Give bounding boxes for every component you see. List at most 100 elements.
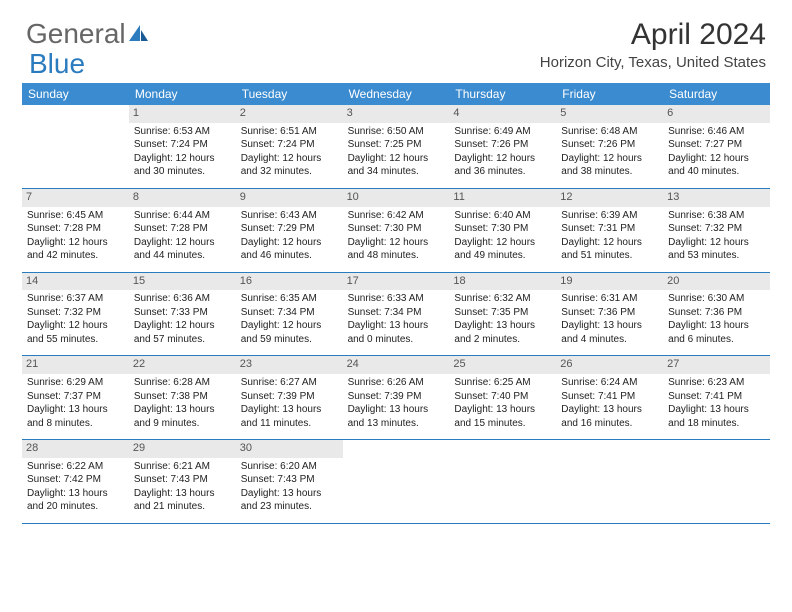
daylight-text: and 20 minutes. — [27, 501, 124, 514]
daylight-text: Daylight: 13 hours — [454, 404, 551, 417]
daylight-text: and 34 minutes. — [348, 166, 445, 179]
day-number: 8 — [129, 189, 236, 207]
sunrise-text: Sunrise: 6:23 AM — [668, 377, 765, 390]
daylight-text: and 9 minutes. — [134, 418, 231, 431]
daylight-text: Daylight: 12 hours — [241, 237, 338, 250]
day-number: 23 — [236, 356, 343, 374]
day-number: 17 — [343, 273, 450, 291]
sunrise-text: Sunrise: 6:38 AM — [668, 210, 765, 223]
day-cell: 29Sunrise: 6:21 AMSunset: 7:43 PMDayligh… — [129, 440, 236, 523]
sunrise-text: Sunrise: 6:25 AM — [454, 377, 551, 390]
sunset-text: Sunset: 7:43 PM — [241, 474, 338, 487]
daylight-text: Daylight: 13 hours — [561, 404, 658, 417]
daylight-text: and 32 minutes. — [241, 166, 338, 179]
sunrise-text: Sunrise: 6:31 AM — [561, 293, 658, 306]
day-cell: 25 Sunrise: 6:25 AMSunset: 7:40 PMDayligh… — [449, 356, 556, 439]
day-cell: 15Sunrise: 6:36 AMSunset: 7:33 PMDayligh… — [129, 273, 236, 356]
sunrise-text: Sunrise: 6:39 AM — [561, 210, 658, 223]
sunrise-text: Sunrise: 6:44 AM — [134, 210, 231, 223]
daylight-text: Daylight: 13 hours — [561, 320, 658, 333]
day-number: 13 — [663, 189, 770, 207]
sunrise-text: Sunrise: 6:21 AM — [134, 461, 231, 474]
sunset-text: Sunset: 7:39 PM — [348, 391, 445, 404]
month-title: April 2024 — [540, 18, 766, 52]
sunset-text: Sunset: 7:30 PM — [454, 223, 551, 236]
sunset-text: Sunset: 7:41 PM — [668, 391, 765, 404]
day-header: Thursday — [449, 83, 556, 105]
daylight-text: Daylight: 12 hours — [454, 153, 551, 166]
day-number: 1 — [129, 105, 236, 123]
daylight-text: and 38 minutes. — [561, 166, 658, 179]
daylight-text: and 42 minutes. — [27, 250, 124, 263]
day-number: 18 — [449, 273, 556, 291]
day-number: 29 — [129, 440, 236, 458]
day-cell: 1Sunrise: 6:53 AMSunset: 7:24 PMDaylight… — [129, 105, 236, 188]
day-cell: 12Sunrise: 6:39 AMSunset: 7:31 PMDayligh… — [556, 189, 663, 272]
day-number: 25 — [449, 356, 556, 374]
daylight-text: Daylight: 12 hours — [27, 237, 124, 250]
logo-text-blue: Blue — [29, 48, 85, 80]
sunset-text: Sunset: 7:26 PM — [454, 139, 551, 152]
sunrise-text: Sunrise: 6:45 AM — [27, 210, 124, 223]
sunrise-text: Sunrise: 6:53 AM — [134, 126, 231, 139]
daylight-text: and 30 minutes. — [134, 166, 231, 179]
day-number: 2 — [236, 105, 343, 123]
daylight-text: Daylight: 13 hours — [348, 320, 445, 333]
sunset-text: Sunset: 7:36 PM — [561, 307, 658, 320]
day-header: Wednesday — [343, 83, 450, 105]
day-cell: 23Sunrise: 6:27 AMSunset: 7:39 PMDayligh… — [236, 356, 343, 439]
day-number: 16 — [236, 273, 343, 291]
day-cell: 26Sunrise: 6:24 AMSunset: 7:41 PMDayligh… — [556, 356, 663, 439]
daylight-text: and 51 minutes. — [561, 250, 658, 263]
sunrise-text: Sunrise: 6:51 AM — [241, 126, 338, 139]
day-cell: 5Sunrise: 6:48 AMSunset: 7:26 PMDaylight… — [556, 105, 663, 188]
day-header-row: Sunday Monday Tuesday Wednesday Thursday… — [22, 83, 770, 105]
day-cell: 19Sunrise: 6:31 AMSunset: 7:36 PMDayligh… — [556, 273, 663, 356]
day-number: 11 — [449, 189, 556, 207]
sunrise-text: Sunrise: 6:48 AM — [561, 126, 658, 139]
sunrise-text: Sunrise: 6:42 AM — [348, 210, 445, 223]
daylight-text: Daylight: 12 hours — [561, 153, 658, 166]
sunrise-text: Sunrise: 6:46 AM — [668, 126, 765, 139]
daylight-text: and 21 minutes. — [134, 501, 231, 514]
day-header: Friday — [556, 83, 663, 105]
sunset-text: Sunset: 7:35 PM — [454, 307, 551, 320]
sunset-text: Sunset: 7:26 PM — [561, 139, 658, 152]
daylight-text: and 48 minutes. — [348, 250, 445, 263]
sunset-text: Sunset: 7:34 PM — [241, 307, 338, 320]
sunset-text: Sunset: 7:31 PM — [561, 223, 658, 236]
daylight-text: Daylight: 13 hours — [27, 404, 124, 417]
sunset-text: Sunset: 7:28 PM — [27, 223, 124, 236]
daylight-text: and 40 minutes. — [668, 166, 765, 179]
logo-text-general: General — [26, 18, 126, 50]
sunset-text: Sunset: 7:24 PM — [241, 139, 338, 152]
week-row: 21Sunrise: 6:29 AMSunset: 7:37 PMDayligh… — [22, 356, 770, 440]
daylight-text: and 44 minutes. — [134, 250, 231, 263]
sunset-text: Sunset: 7:30 PM — [348, 223, 445, 236]
day-cell: 17Sunrise: 6:33 AMSunset: 7:34 PMDayligh… — [343, 273, 450, 356]
sunrise-text: Sunrise: 6:29 AM — [27, 377, 124, 390]
sunrise-text: Sunrise: 6:35 AM — [241, 293, 338, 306]
day-cell — [556, 440, 663, 523]
day-cell: 3Sunrise: 6:50 AMSunset: 7:25 PMDaylight… — [343, 105, 450, 188]
week-row: 1Sunrise: 6:53 AMSunset: 7:24 PMDaylight… — [22, 105, 770, 189]
daylight-text: and 49 minutes. — [454, 250, 551, 263]
sunrise-text: Sunrise: 6:30 AM — [668, 293, 765, 306]
sunset-text: Sunset: 7:40 PM — [454, 391, 551, 404]
sunset-text: Sunset: 7:32 PM — [27, 307, 124, 320]
week-row: 7Sunrise: 6:45 AMSunset: 7:28 PMDaylight… — [22, 189, 770, 273]
daylight-text: and 6 minutes. — [668, 334, 765, 347]
sunset-text: Sunset: 7:27 PM — [668, 139, 765, 152]
daylight-text: and 8 minutes. — [27, 418, 124, 431]
daylight-text: and 46 minutes. — [241, 250, 338, 263]
day-number: 9 — [236, 189, 343, 207]
day-number: 14 — [22, 273, 129, 291]
sunrise-text: Sunrise: 6:27 AM — [241, 377, 338, 390]
sunrise-text: Sunrise: 6:33 AM — [348, 293, 445, 306]
daylight-text: and 2 minutes. — [454, 334, 551, 347]
sunset-text: Sunset: 7:24 PM — [134, 139, 231, 152]
sunrise-text: Sunrise: 6:37 AM — [27, 293, 124, 306]
daylight-text: and 0 minutes. — [348, 334, 445, 347]
week-row: 28Sunrise: 6:22 AMSunset: 7:42 PMDayligh… — [22, 440, 770, 523]
day-cell: 6Sunrise: 6:46 AMSunset: 7:27 PMDaylight… — [663, 105, 770, 188]
